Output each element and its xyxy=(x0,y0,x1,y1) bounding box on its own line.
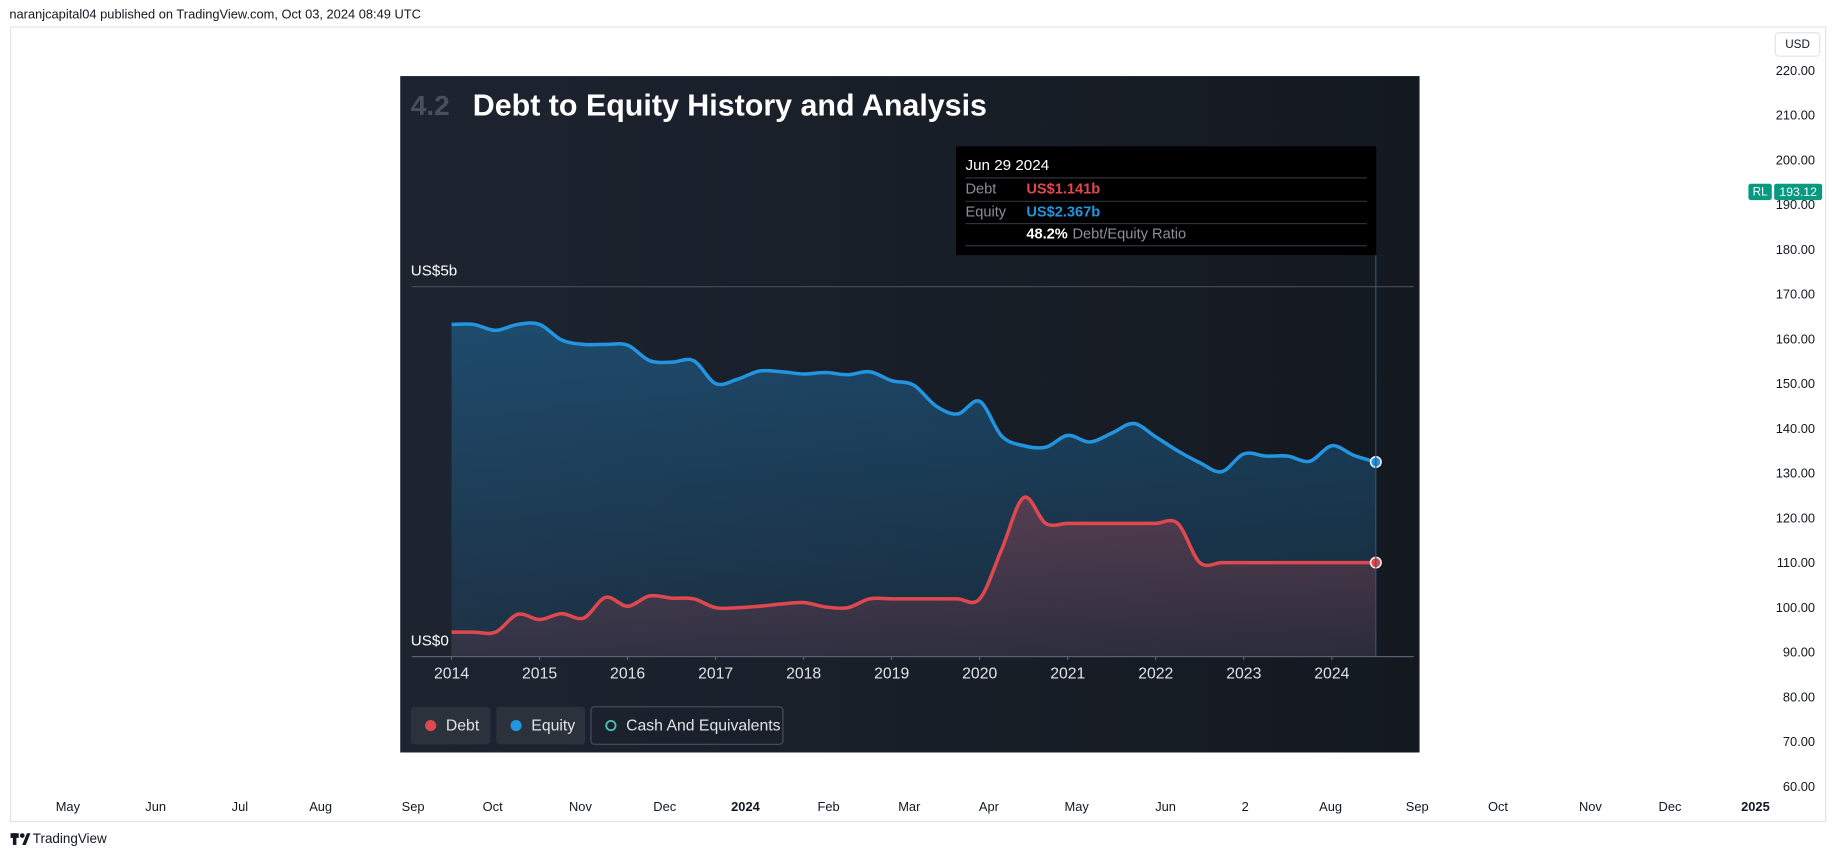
currency-button[interactable] xyxy=(1774,32,1821,57)
y-tick-label: US$0 xyxy=(411,632,449,649)
time-tick-label: Nov xyxy=(1579,799,1602,814)
x-tick-label: 2018 xyxy=(786,665,821,682)
time-tick-label: Dec xyxy=(1659,799,1682,814)
time-tick-label: Jun xyxy=(1155,799,1176,814)
time-tick-label: Aug xyxy=(309,799,332,814)
x-tick-label: 2017 xyxy=(698,665,733,682)
x-tick-label: 2014 xyxy=(434,665,469,682)
logo-slash xyxy=(22,833,31,845)
price-tick-label: 80.00 xyxy=(1783,689,1815,704)
tooltip-row-value: US$1.141b xyxy=(1026,181,1100,197)
legend-label[interactable]: Cash And Equivalents xyxy=(626,717,781,734)
price-axis: 220.00 210.00 200.00 190.00 180.00 170.00 160.… xyxy=(1776,63,1815,794)
x-tick-label: 2019 xyxy=(874,665,909,682)
legend-button[interactable] xyxy=(496,706,586,745)
price-tick-label: 180.00 xyxy=(1776,242,1815,257)
symbol-badge xyxy=(1748,183,1772,201)
tooltip-date: Jun 29 2024 xyxy=(965,157,1049,174)
x-tick-label: 2016 xyxy=(610,665,645,682)
x-tick-label: 2022 xyxy=(1138,665,1173,682)
legend-marker[interactable] xyxy=(605,720,617,732)
time-tick-label: Jun xyxy=(145,799,166,814)
chart-frame xyxy=(9,26,1827,823)
x-tick-label: 2015 xyxy=(522,665,557,682)
time-axis: May Jun Jul Aug Sep Oct Nov Dec 2024 Feb Mar Apr May… xyxy=(56,799,1770,814)
x-tick-label: 2021 xyxy=(1050,665,1085,682)
price-tick-label: 120.00 xyxy=(1776,510,1815,525)
x-tick-label: 2020 xyxy=(962,665,997,682)
time-tick-label: May xyxy=(56,799,81,814)
time-tick-label: 2025 xyxy=(1741,799,1770,814)
time-tick-label: Mar xyxy=(898,799,921,814)
time-tick-label: Sep xyxy=(402,799,425,814)
section-number: 4.2 xyxy=(411,90,450,121)
time-tick-label: 2024 xyxy=(731,799,760,814)
time-tick-label: May xyxy=(1065,799,1090,814)
publish-info: naranjcapital04 published on TradingView… xyxy=(9,7,421,22)
symbol-label: RL xyxy=(1753,186,1768,199)
price-tick-label: 210.00 xyxy=(1776,108,1815,123)
logo-text: TradingView xyxy=(33,831,107,846)
time-tick-label: Oct xyxy=(1488,799,1508,814)
price-tick-label: 60.00 xyxy=(1783,779,1815,794)
logo-stem xyxy=(12,833,17,845)
x-tick-label: 2023 xyxy=(1226,665,1261,682)
tooltip-row-label: Debt xyxy=(965,181,996,197)
area-fill xyxy=(451,497,1376,657)
time-tick-label: Feb xyxy=(817,799,839,814)
tooltip-ratio-label: Debt/Equity Ratio xyxy=(1072,227,1186,243)
time-tick-label: Apr xyxy=(979,799,1000,814)
price-tick-label: 70.00 xyxy=(1783,734,1815,749)
price-tick-label: 220.00 xyxy=(1776,63,1815,78)
time-tick-label: Oct xyxy=(483,799,503,814)
price-tick-label: 170.00 xyxy=(1776,287,1815,302)
currency-label[interactable]: USD xyxy=(1785,38,1810,51)
y-tick-label: US$5b xyxy=(411,263,458,280)
tooltip-row-label: Equity xyxy=(965,204,1006,220)
price-tick-label: 160.00 xyxy=(1776,331,1815,346)
chart-title: Debt to Equity History and Analysis xyxy=(473,89,987,123)
time-tick-label: Sep xyxy=(1406,799,1429,814)
legend: Debt Equity Cash And Equivalents xyxy=(410,706,784,745)
price-badge xyxy=(1774,183,1823,201)
x-tick-label: 2024 xyxy=(1314,665,1349,682)
time-tick-label: Dec xyxy=(653,799,676,814)
time-tick-label: Jul xyxy=(232,799,248,814)
price-tick-label: 190.00 xyxy=(1776,197,1815,212)
legend-marker[interactable] xyxy=(510,720,522,732)
legend-button[interactable] xyxy=(590,706,784,745)
price-tick-label: 90.00 xyxy=(1783,645,1815,660)
tradingview-logo: TradingView xyxy=(10,831,107,846)
price-tick-label: 110.00 xyxy=(1777,555,1815,570)
series-line xyxy=(451,321,1377,474)
price-tick-label: 130.00 xyxy=(1776,466,1815,481)
time-tick-label: Aug xyxy=(1319,799,1342,814)
price-label: 193.12 xyxy=(1779,185,1817,199)
time-tick-label: Nov xyxy=(569,799,592,814)
tooltip: Jun 29 2024 Debt US$1.141b Equity US$2.367b 4… xyxy=(956,146,1377,256)
price-tick-label: 150.00 xyxy=(1776,376,1815,391)
series-line xyxy=(451,495,1376,636)
price-tick-label: 140.00 xyxy=(1776,421,1815,436)
time-tick-label: 2 xyxy=(1242,799,1249,814)
tooltip-ratio-value: 48.2% xyxy=(1026,227,1067,243)
legend-label[interactable]: Equity xyxy=(531,717,575,734)
tooltip-ratio: 48.2% Debt/Equity Ratio xyxy=(1026,227,1186,243)
legend-label[interactable]: Debt xyxy=(446,717,480,734)
price-tick-label: 200.00 xyxy=(1776,152,1815,167)
legend-button[interactable] xyxy=(410,706,491,745)
tooltip-row-value: US$2.367b xyxy=(1026,204,1100,220)
logo-dot xyxy=(19,833,25,838)
price-tick-label: 100.00 xyxy=(1776,600,1815,615)
plot-area: US$0 US$5b 2014 2015 2016 2017 2018 2019 2020 202… xyxy=(411,255,1414,682)
legend-marker[interactable] xyxy=(425,720,437,732)
